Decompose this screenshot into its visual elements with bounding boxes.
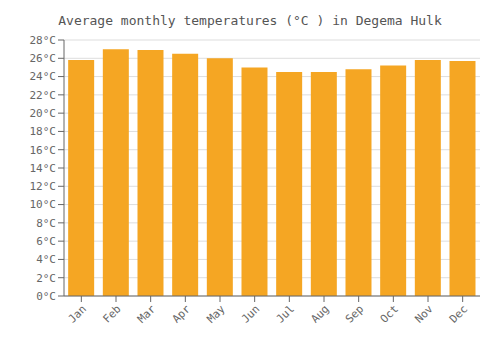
svg-text:20°C: 20°C [30,107,57,120]
svg-text:Apr: Apr [170,302,194,326]
svg-text:16°C: 16°C [30,144,57,157]
svg-text:Sep: Sep [343,302,366,325]
svg-text:Jun: Jun [239,302,262,325]
svg-text:18°C: 18°C [30,125,57,138]
svg-text:Oct: Oct [378,302,401,325]
svg-text:10°C: 10°C [30,198,57,211]
svg-text:Jan: Jan [66,302,89,325]
svg-text:Feb: Feb [100,302,123,325]
html-text:Average monthly temperatures (: Average monthly temperatures (°C ) in De… [58,13,442,28]
svg-text:Jul: Jul [274,302,297,325]
svg-text:8°C: 8°C [36,217,56,230]
svg-text:Nov: Nov [412,302,436,326]
svg-text:2°C: 2°C [36,272,56,285]
svg-text:4°C: 4°C [36,253,56,266]
svg-text:14°C: 14°C [30,162,57,175]
svg-text:May: May [204,302,228,326]
svg-text:22°C: 22°C [30,89,57,102]
svg-text:12°C: 12°C [30,180,57,193]
svg-text:24°C: 24°C [30,70,57,83]
svg-text:Aug: Aug [308,302,331,325]
svg-text:26°C: 26°C [30,52,57,65]
svg-text:Dec: Dec [447,302,470,325]
svg-text:6°C: 6°C [36,235,56,248]
svg-text:28°C: 28°C [30,34,57,47]
svg-text:Mar: Mar [135,302,159,326]
svg-text:0°C: 0°C [36,290,56,303]
